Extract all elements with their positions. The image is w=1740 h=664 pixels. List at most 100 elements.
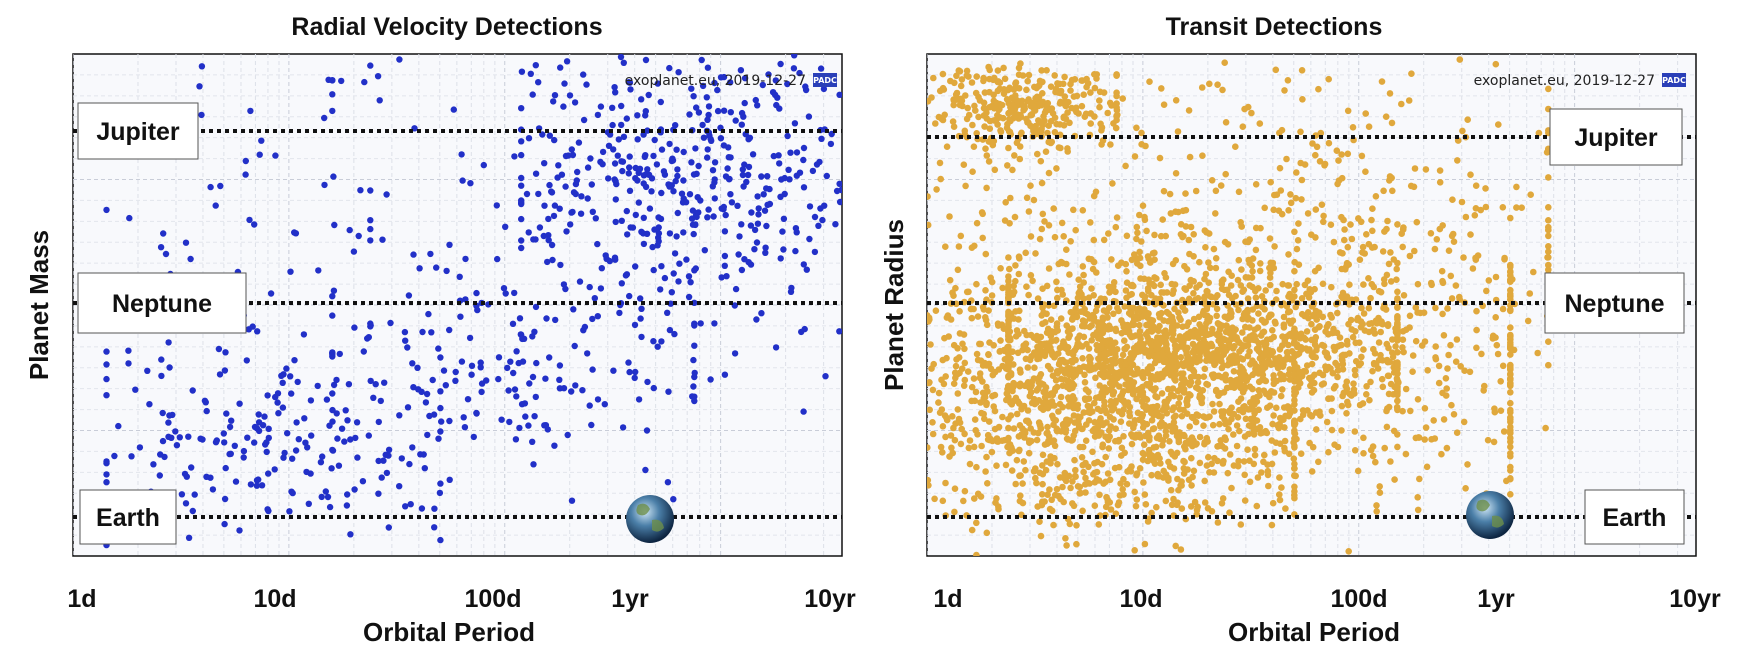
data-point	[1091, 399, 1098, 407]
data-point	[1246, 337, 1253, 344]
data-point	[1251, 445, 1259, 453]
data-point	[790, 65, 798, 72]
data-point	[983, 383, 990, 391]
data-point	[288, 488, 295, 495]
data-point	[518, 151, 525, 159]
data-point	[1061, 98, 1069, 105]
data-point	[1057, 144, 1064, 152]
data-point	[1296, 375, 1303, 383]
data-point	[1064, 148, 1071, 155]
data-point	[1235, 457, 1242, 465]
data-point	[1051, 233, 1059, 241]
data-point	[1030, 334, 1038, 342]
data-point	[1212, 264, 1220, 272]
data-point	[1254, 474, 1262, 481]
data-point	[1507, 341, 1514, 348]
data-point	[1093, 269, 1100, 276]
data-point	[197, 435, 204, 442]
data-point	[529, 333, 536, 340]
data-point	[1297, 450, 1305, 458]
data-point	[1388, 119, 1396, 127]
data-point	[1170, 495, 1177, 503]
data-point	[1113, 214, 1121, 221]
data-point	[725, 154, 732, 161]
data-point	[1110, 279, 1118, 286]
data-point	[1252, 224, 1260, 232]
data-point	[1051, 491, 1059, 499]
data-point	[1024, 379, 1032, 386]
data-point	[589, 315, 596, 323]
data-point	[1111, 357, 1119, 365]
data-point	[150, 461, 157, 468]
data-point	[1311, 371, 1318, 379]
data-point	[1545, 243, 1552, 250]
data-point	[724, 165, 731, 172]
data-point	[726, 175, 733, 183]
data-point	[347, 531, 354, 538]
data-point	[1239, 329, 1246, 336]
data-point	[1375, 314, 1382, 322]
data-point	[1057, 358, 1064, 366]
data-point	[1100, 307, 1108, 314]
data-point	[1136, 254, 1144, 262]
data-point	[217, 182, 224, 190]
data-point	[665, 388, 672, 395]
data-point	[936, 159, 944, 167]
data-point	[1036, 81, 1043, 89]
data-point	[1394, 259, 1401, 267]
data-point	[738, 121, 745, 128]
data-point	[272, 393, 279, 401]
data-point	[973, 463, 980, 471]
data-point	[1063, 383, 1071, 391]
data-point	[1347, 221, 1354, 228]
data-point	[1507, 450, 1514, 457]
data-point	[1178, 375, 1186, 383]
data-point	[1099, 314, 1107, 322]
data-point	[545, 237, 552, 244]
data-point	[1251, 425, 1259, 432]
data-point	[1082, 489, 1089, 496]
data-point	[1382, 113, 1390, 120]
data-point	[1080, 279, 1087, 286]
data-point	[1394, 304, 1401, 312]
data-point	[951, 436, 959, 444]
data-point	[1190, 467, 1198, 475]
data-point	[1029, 101, 1036, 109]
data-point	[1170, 287, 1177, 294]
data-point	[1139, 373, 1146, 380]
data-point	[1399, 407, 1406, 415]
data-point	[477, 364, 484, 371]
data-point	[786, 176, 793, 183]
data-point	[1366, 396, 1373, 404]
data-point	[1359, 400, 1367, 407]
data-point	[1145, 338, 1152, 345]
data-point	[1236, 406, 1243, 414]
data-point	[440, 367, 448, 374]
data-point	[1294, 237, 1302, 244]
data-point	[1148, 365, 1156, 372]
data-point	[359, 478, 367, 485]
data-point	[1003, 396, 1010, 404]
data-point	[1308, 336, 1315, 344]
data-point	[1100, 326, 1108, 334]
data-point	[1351, 366, 1359, 374]
data-point	[334, 435, 341, 442]
data-point	[1090, 236, 1098, 244]
data-point	[1151, 231, 1158, 239]
data-point	[966, 460, 974, 468]
data-point	[1268, 521, 1276, 529]
data-point	[1371, 350, 1379, 357]
data-point	[1492, 314, 1499, 321]
data-point	[1421, 405, 1429, 412]
data-point	[991, 166, 999, 174]
data-point	[1313, 426, 1320, 433]
data-point	[1499, 204, 1507, 211]
data-point	[1093, 476, 1101, 483]
data-point	[1474, 252, 1482, 259]
data-point	[1269, 499, 1277, 507]
data-point	[1033, 479, 1040, 487]
data-point	[989, 392, 996, 400]
data-point	[1110, 310, 1117, 318]
data-point	[1038, 225, 1046, 233]
data-point	[402, 503, 409, 510]
